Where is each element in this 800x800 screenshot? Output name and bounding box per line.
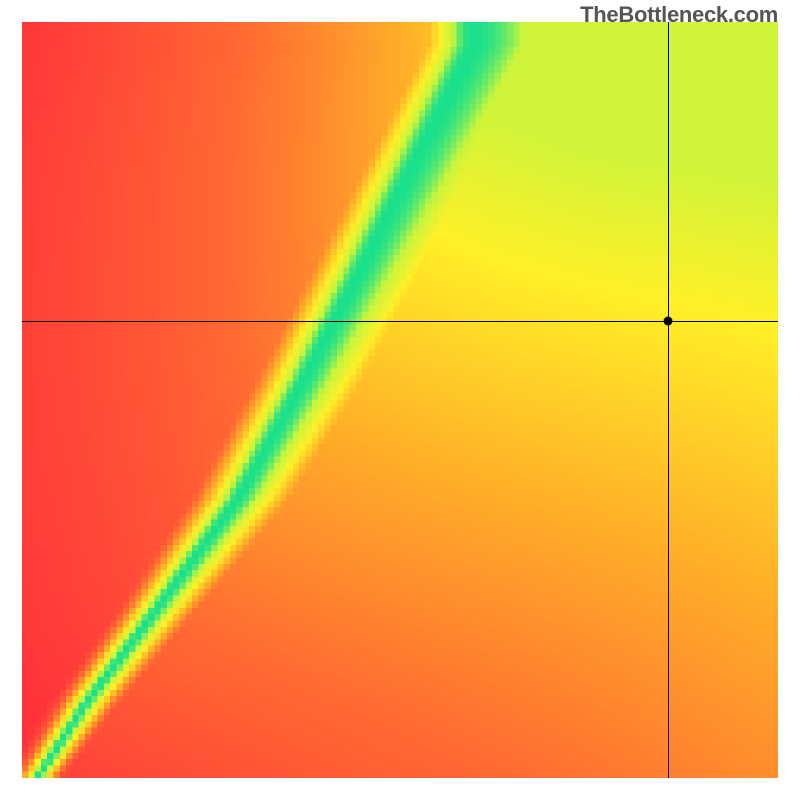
heatmap-canvas: [22, 22, 778, 778]
heatmap-chart: [22, 22, 778, 778]
